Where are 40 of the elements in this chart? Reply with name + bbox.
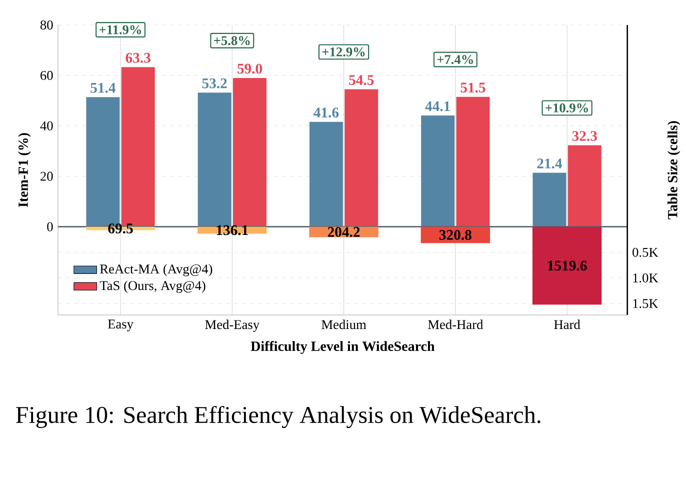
data-label: 59.0 [237, 64, 262, 74]
caption: Figure 10: Search Efficiency Analysis on WideSearch. [16, 406, 540, 428]
y2-tick-label: 0.5K [632, 248, 658, 257]
data-label: 44.1 [425, 101, 450, 112]
x-tick-label: Med-Easy [205, 320, 260, 332]
x-axis-title: Difficulty Level in WideSearch [250, 340, 435, 354]
y-tick-label: 0 [47, 222, 53, 232]
annotation: +10.9% [546, 103, 588, 112]
y-axis-title: Item-F1 (%) [18, 133, 31, 208]
x-tick-label: Hard [554, 320, 580, 330]
data-label: 69.5 [108, 224, 133, 234]
x-tick-label: Easy [108, 320, 134, 332]
y-tick-label: 40 [40, 121, 53, 130]
data-label: 54.5 [349, 75, 374, 86]
data-label: 204.2 [328, 226, 360, 237]
annotation: +5.8% [214, 36, 250, 46]
annotation: +7.4% [437, 54, 473, 64]
legend-label: ReAct-MA (Avg@4) [100, 264, 212, 276]
data-label: 63.3 [126, 52, 150, 63]
data-label: 136.1 [216, 225, 248, 236]
y2-tick-label: 1.0K [633, 273, 658, 283]
data-label: 53.2 [202, 78, 227, 88]
annotation: +12.9% [322, 47, 365, 56]
y-tick-label: 60 [40, 70, 53, 80]
x-tick-label: Med-Hard [428, 320, 484, 330]
data-label: 41.6 [314, 108, 339, 118]
data-label: 51.4 [90, 82, 116, 93]
data-label: 320.8 [439, 230, 472, 240]
y-tick-label: 20 [40, 172, 53, 181]
data-label: 51.5 [460, 82, 486, 93]
data-label: 21.4 [537, 158, 562, 168]
y2-axis-title: Table Size (cells) [668, 121, 680, 220]
y-tick-label: 80 [40, 20, 53, 30]
data-label: 1519.6 [548, 260, 587, 271]
legend-label: TaS (Ours, Avg@4) [100, 280, 206, 293]
annotation: +11.9% [99, 25, 142, 34]
bar [532, 226, 602, 305]
y2-tick-label: 1.5K [633, 299, 658, 308]
x-tick-label: Medium [322, 320, 366, 330]
data-label: 32.3 [572, 131, 597, 142]
